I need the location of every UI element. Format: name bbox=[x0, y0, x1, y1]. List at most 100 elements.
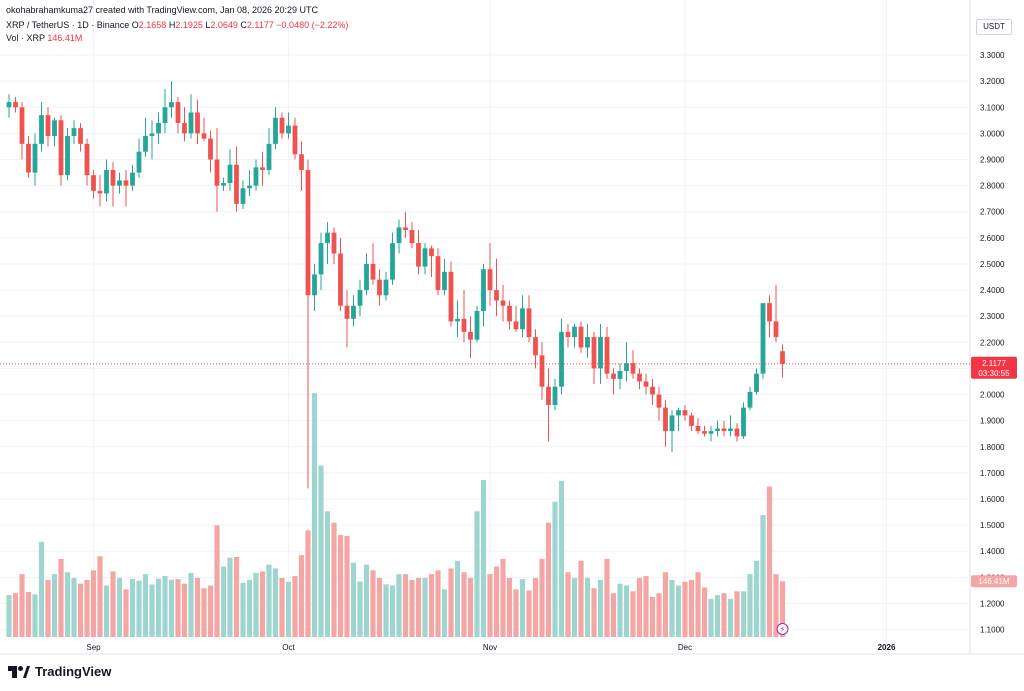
candle bbox=[364, 253, 369, 296]
volume-bar bbox=[201, 588, 207, 637]
candle bbox=[396, 219, 402, 254]
candle-body bbox=[65, 136, 70, 176]
volume-label[interactable]: Vol · XRP bbox=[6, 33, 45, 43]
volume-bar bbox=[19, 574, 25, 637]
candle bbox=[104, 159, 109, 202]
candle-body bbox=[377, 279, 382, 296]
candle-body bbox=[780, 351, 785, 364]
candle-body bbox=[117, 180, 122, 186]
candle bbox=[526, 295, 532, 343]
candle-body bbox=[513, 321, 519, 330]
volume-bar bbox=[487, 574, 493, 637]
volume-bar bbox=[383, 584, 389, 637]
symbol-legend[interactable]: XRP / TetherUS · 1D · Binance O2.1658 H2… bbox=[6, 20, 348, 30]
volume-bar bbox=[12, 593, 19, 637]
volume-legend[interactable]: Vol · XRP 146.41M bbox=[6, 33, 82, 43]
candle bbox=[429, 245, 434, 278]
candle-body bbox=[643, 381, 649, 387]
candle-body bbox=[351, 305, 356, 319]
candle-body bbox=[13, 102, 18, 108]
volume-bar bbox=[591, 588, 597, 637]
candle bbox=[110, 162, 116, 207]
volume-bar bbox=[6, 595, 12, 637]
candle bbox=[292, 117, 298, 160]
candle bbox=[182, 107, 187, 142]
candle bbox=[435, 248, 441, 296]
price-tick-label: 1.7000 bbox=[980, 469, 1005, 478]
volume-bar bbox=[331, 522, 337, 637]
candle-body bbox=[617, 371, 623, 379]
symbol-title[interactable]: XRP / TetherUS · 1D · Binance bbox=[6, 20, 130, 30]
candle-body bbox=[396, 227, 402, 244]
candle-body bbox=[507, 305, 512, 322]
candle-body bbox=[656, 394, 662, 408]
candle-body bbox=[6, 102, 12, 108]
candle bbox=[214, 128, 220, 212]
time-tick-label: 2026 bbox=[878, 643, 896, 652]
price-tick-label: 1.9000 bbox=[980, 417, 1005, 426]
candle bbox=[715, 420, 720, 437]
candle-body bbox=[468, 331, 473, 340]
candle bbox=[650, 378, 655, 405]
candle-body bbox=[552, 386, 558, 405]
volume-bar bbox=[376, 577, 383, 637]
volume-bar bbox=[545, 522, 552, 637]
candle bbox=[494, 258, 499, 317]
volume-bar bbox=[233, 557, 240, 637]
currency-button[interactable]: USDT bbox=[976, 19, 1012, 35]
price-tick-label: 3.1000 bbox=[980, 103, 1005, 112]
candle bbox=[676, 407, 681, 432]
candlesticks bbox=[6, 81, 785, 489]
price-tick-label: 2.6000 bbox=[980, 234, 1005, 243]
time-axis[interactable]: Sep Oct Nov Dec 2026 bbox=[86, 643, 896, 652]
candle bbox=[572, 324, 577, 348]
candle-body bbox=[123, 180, 129, 186]
lightning-icon: ⚡ bbox=[780, 625, 786, 634]
candle bbox=[305, 159, 311, 489]
candle bbox=[513, 305, 519, 332]
volume-bar bbox=[285, 581, 292, 637]
tradingview-logo[interactable]: TradingView bbox=[8, 664, 111, 679]
price-tick-label: 2.9000 bbox=[980, 156, 1005, 165]
volume-bar bbox=[617, 583, 623, 637]
candle bbox=[741, 402, 746, 439]
volume-bar bbox=[272, 568, 279, 637]
candle bbox=[448, 261, 454, 327]
volume-bar bbox=[279, 577, 285, 637]
candle-body bbox=[559, 331, 564, 387]
price-axis[interactable]: 3.3000 3.2000 3.1000 3.0000 2.9000 2.8000 2.70… bbox=[980, 51, 1005, 634]
volume-bar bbox=[162, 576, 168, 637]
price-tick-label: 1.8000 bbox=[980, 443, 1005, 452]
candle bbox=[656, 386, 662, 421]
volume-bar bbox=[194, 577, 201, 637]
candle-body bbox=[110, 169, 116, 186]
candle bbox=[734, 423, 740, 442]
candle-body bbox=[448, 271, 454, 322]
volume-bar bbox=[480, 480, 487, 637]
candle-body bbox=[273, 117, 278, 144]
volume-bar bbox=[220, 566, 227, 637]
candle bbox=[773, 284, 779, 343]
volume-bar bbox=[669, 579, 675, 637]
candle-body bbox=[773, 321, 779, 338]
candle-body bbox=[474, 310, 480, 340]
candle bbox=[442, 258, 447, 296]
volume-bar bbox=[532, 577, 539, 637]
candle bbox=[169, 81, 174, 118]
close-label: C bbox=[240, 20, 247, 30]
candle-body bbox=[143, 136, 148, 152]
candle bbox=[65, 128, 70, 181]
candle bbox=[279, 112, 285, 139]
candle-body bbox=[624, 363, 629, 372]
volume-bar bbox=[370, 570, 376, 637]
candle bbox=[253, 159, 259, 191]
candle bbox=[591, 331, 597, 385]
tradingview-logo-text: TradingView bbox=[35, 664, 112, 679]
candle bbox=[117, 172, 122, 194]
last-price-tag bbox=[971, 356, 1017, 379]
price-tick-label: 2.7000 bbox=[980, 208, 1005, 217]
candle-body bbox=[253, 167, 259, 186]
volume-bar bbox=[97, 556, 103, 637]
